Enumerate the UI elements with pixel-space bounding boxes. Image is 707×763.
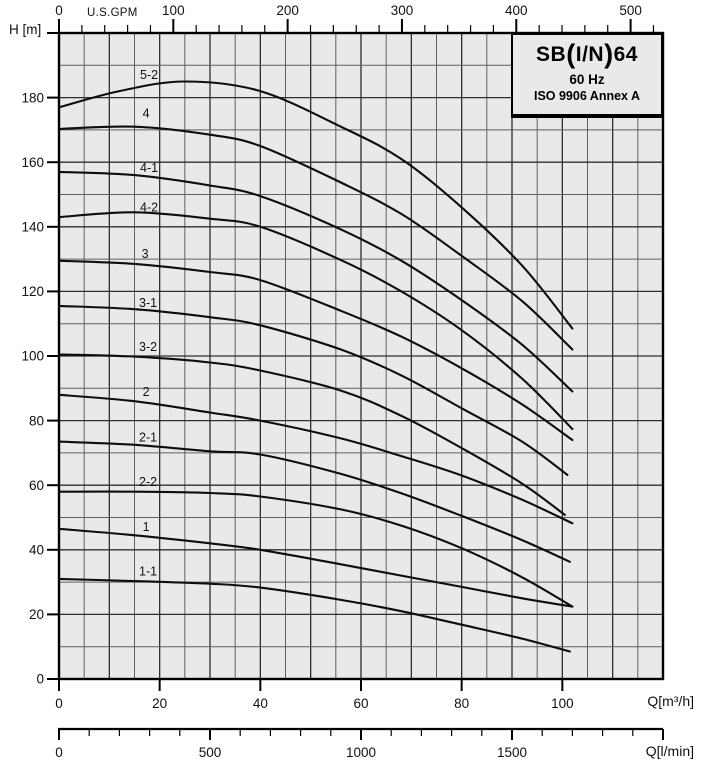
pump-curve-2-1 [57, 440, 571, 563]
m3h-axis: 0 20 40 60 80 100 [55, 680, 574, 711]
svg-text:1000: 1000 [346, 745, 376, 760]
curve-label-1-1: 1-1 [139, 564, 157, 578]
svg-text:80: 80 [29, 413, 44, 428]
svg-text:60: 60 [29, 478, 44, 493]
svg-text:0: 0 [55, 696, 63, 711]
pump-model-title: SB(I/N)64 [536, 39, 638, 69]
curve-label-3: 3 [142, 247, 149, 261]
svg-text:120: 120 [21, 284, 44, 299]
svg-text:60: 60 [353, 696, 368, 711]
svg-text:160: 160 [21, 155, 44, 170]
gridlines [59, 33, 663, 679]
svg-text:400: 400 [505, 3, 528, 18]
gpm-axis: 0 100 200 300 400 500 [55, 3, 655, 33]
curve-label-3-1: 3-1 [139, 296, 157, 310]
pump-curve-4-2 [57, 211, 574, 431]
pump-curves [57, 80, 574, 653]
svg-text:100: 100 [162, 3, 185, 18]
h-axis: 180 160 140 120 100 80 60 40 20 0 [21, 32, 59, 687]
svg-text:0: 0 [36, 672, 44, 687]
pump-curve-4-1 [57, 170, 574, 393]
curve-label-2: 2 [143, 385, 150, 399]
pump-curve-3 [57, 259, 574, 442]
lmin-axis-label: Q[l/min] [645, 743, 694, 759]
svg-text:0: 0 [55, 3, 63, 18]
svg-text:500: 500 [199, 745, 222, 760]
pump-curve-1-1 [57, 577, 571, 653]
chart-title-box: SB(I/N)64 60 Hz ISO 9906 Annex A [511, 33, 663, 118]
curve-label-4: 4 [143, 106, 150, 120]
svg-text:100: 100 [551, 696, 574, 711]
svg-text:80: 80 [454, 696, 469, 711]
svg-text:140: 140 [21, 220, 44, 235]
pump-curve-1 [57, 527, 574, 608]
gpm-axis-label: U.S.GPM [87, 7, 138, 19]
curve-label-2-1: 2-1 [139, 430, 157, 444]
pump-curve-4 [57, 125, 574, 351]
svg-text:100: 100 [21, 349, 44, 364]
svg-text:0: 0 [55, 745, 63, 760]
curve-label-3-2: 3-2 [139, 340, 157, 354]
svg-text:200: 200 [276, 3, 299, 18]
curve-label-4-1: 4-1 [140, 161, 158, 175]
curve-label-5-2: 5-2 [140, 68, 158, 82]
svg-text:40: 40 [253, 696, 268, 711]
pump-curve-2 [57, 393, 574, 525]
svg-text:300: 300 [391, 3, 414, 18]
lmin-axis: 0 500 1000 1500 [55, 727, 664, 760]
svg-text:20: 20 [152, 696, 167, 711]
pump-curve-3-2 [57, 353, 566, 516]
pump-curve-3-1 [57, 304, 569, 476]
standard-label: ISO 9906 Annex A [533, 89, 641, 103]
pump-curve-2-2 [57, 490, 574, 608]
svg-text:1500: 1500 [497, 745, 527, 760]
y-axis-label: H [m] [9, 22, 42, 37]
svg-text:180: 180 [21, 90, 44, 105]
curve-label-1: 1 [143, 520, 150, 534]
svg-text:40: 40 [29, 543, 44, 558]
frequency-label: 60 Hz [569, 72, 605, 87]
svg-text:20: 20 [29, 607, 44, 622]
m3h-axis-label: Q[m³/h] [647, 693, 694, 709]
curve-label-4-2: 4-2 [140, 201, 158, 215]
svg-text:500: 500 [619, 3, 642, 18]
curve-labels: 5-2 4 4-1 4-2 3 3-1 3-2 2 2-1 2-2 1 1-1 [139, 68, 158, 578]
curve-label-2-2: 2-2 [139, 475, 157, 489]
pump-curve-5-2 [57, 80, 574, 330]
